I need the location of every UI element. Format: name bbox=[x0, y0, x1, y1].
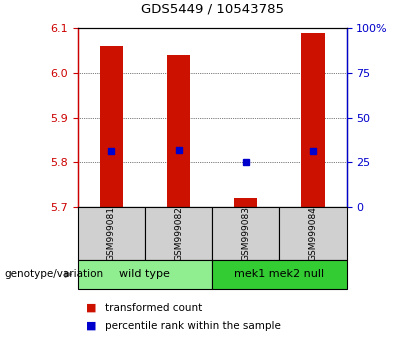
Bar bbox=[167, 55, 190, 207]
Text: GSM999081: GSM999081 bbox=[107, 206, 116, 261]
Text: mek1 mek2 null: mek1 mek2 null bbox=[234, 269, 324, 279]
Bar bbox=[212, 260, 346, 289]
Text: GDS5449 / 10543785: GDS5449 / 10543785 bbox=[141, 3, 284, 16]
Bar bbox=[301, 33, 325, 207]
Bar bbox=[145, 207, 212, 260]
Text: ■: ■ bbox=[86, 303, 97, 313]
Text: genotype/variation: genotype/variation bbox=[4, 269, 103, 279]
Bar bbox=[78, 260, 212, 289]
Text: ■: ■ bbox=[86, 321, 97, 331]
Bar bbox=[100, 46, 123, 207]
Bar bbox=[279, 207, 346, 260]
Text: percentile rank within the sample: percentile rank within the sample bbox=[105, 321, 281, 331]
Text: transformed count: transformed count bbox=[105, 303, 202, 313]
Bar bbox=[234, 198, 257, 207]
Text: GSM999084: GSM999084 bbox=[308, 206, 318, 261]
Text: GSM999083: GSM999083 bbox=[241, 206, 250, 261]
Text: GSM999082: GSM999082 bbox=[174, 206, 183, 261]
Bar bbox=[212, 207, 279, 260]
Bar bbox=[78, 207, 145, 260]
Text: wild type: wild type bbox=[119, 269, 171, 279]
